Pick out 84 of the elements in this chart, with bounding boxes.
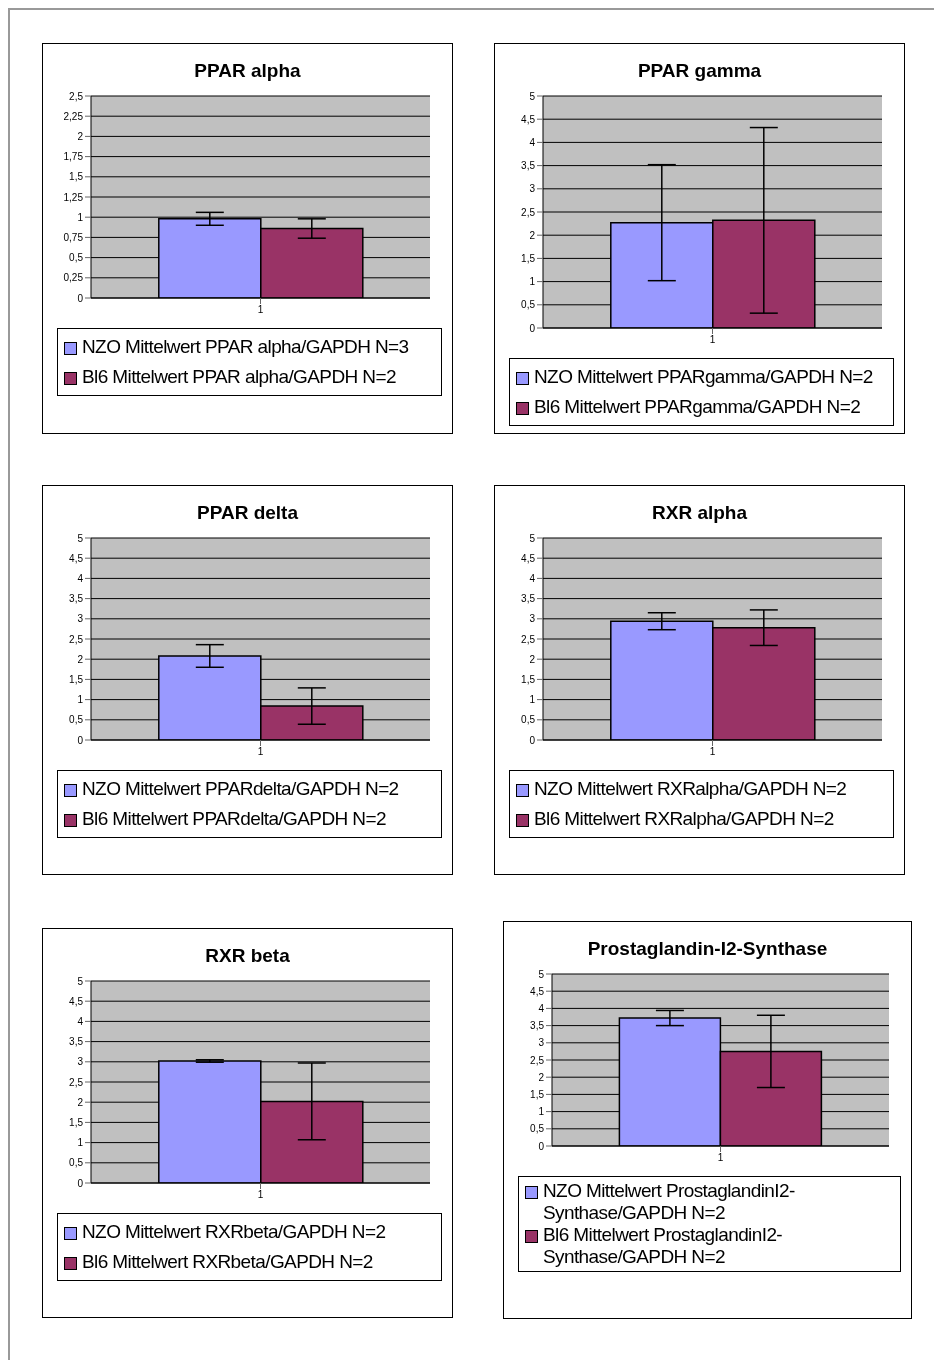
legend-label: Bl6 Mittelwert PPARdelta/GAPDH N=2 [82,807,386,831]
legend-label: NZO Mittelwert PPARgamma/GAPDH N=2 [534,365,873,389]
y-tick-label: 1 [77,1137,84,1149]
y-tick-label: 0,5 [521,299,536,311]
y-tick-label: 1 [529,694,536,706]
y-tick-label: 3,5 [521,593,536,605]
legend-label: NZO Mittelwert PPAR alpha/GAPDH N=3 [82,335,409,359]
legend-label: NZO Mittelwert RXRbeta/GAPDH N=2 [82,1220,386,1244]
y-tick-label: 2 [529,653,536,665]
y-tick-label: 4,5 [521,552,536,564]
chart-title: RXR alpha [651,502,748,524]
y-tick-label: 4 [77,572,84,584]
y-tick-label: 3,5 [69,1036,84,1048]
y-tick-label: 0,5 [69,714,84,726]
y-tick-label: 3,5 [69,593,84,605]
y-tick-label: 2 [529,229,536,241]
y-tick-label: 1,5 [69,1116,84,1128]
y-tick-label: 4 [77,1015,84,1027]
y-tick-label: 2 [77,1096,84,1108]
y-tick-label: 0,5 [69,1157,84,1169]
y-tick-label: 0 [77,1177,84,1189]
y-tick-label: 4 [529,136,536,148]
legend-label: NZO Mittelwert RXRalpha/GAPDH N=2 [534,777,847,801]
y-tick-label: 1,5 [521,673,536,685]
y-tick-label: 3,5 [530,1020,545,1032]
chart-title: Prostaglandin-I2-Synthase [586,938,829,960]
y-tick-label: 1 [538,1106,545,1118]
y-tick-label: 2,5 [530,1054,545,1066]
legend-label: Bl6 Mittelwert PPARgamma/GAPDH N=2 [534,395,861,419]
y-tick-label: 0 [77,292,84,304]
y-tick-label: 0 [77,734,84,746]
legend-label: Bl6 Mittelwert PPAR alpha/GAPDH N=2 [82,365,396,389]
y-tick-label: 2,5 [69,90,84,102]
y-tick-label: 0,75 [63,231,84,243]
y-tick-label: 4 [529,572,536,584]
y-tick-label: 4 [538,1002,545,1014]
y-tick-label: 1,5 [521,252,536,264]
y-tick-label: 0,25 [63,272,84,284]
y-tick-label: 2 [538,1071,545,1083]
y-tick-label: 5 [77,532,84,544]
y-tick-label: 2 [77,130,84,142]
y-tick-label: 1,75 [63,151,84,163]
y-tick-label: 2,5 [521,206,536,218]
y-tick-label: 1,25 [63,191,84,203]
y-tick-label: 1 [77,211,84,223]
y-tick-label: 3 [77,1056,84,1068]
y-tick-label: 1 [77,694,84,706]
y-tick-label: 0 [538,1140,545,1152]
y-tick-label: 2,25 [63,110,84,122]
y-tick-label: 4,5 [69,552,84,564]
legend-label: Bl6 Mittelwert ProstaglandinI2-Synthase/GAPDH N=2 [543,1224,784,1268]
y-tick-label: 4,5 [69,995,84,1007]
y-tick-label: 2,5 [521,633,536,645]
chart-title: RXR beta [204,945,291,967]
y-tick-label: 1,5 [69,171,84,183]
y-tick-label: 0,5 [521,714,536,726]
y-tick-label: 0,5 [69,252,84,264]
y-tick-label: 0 [529,322,536,334]
y-tick-label: 1 [529,276,536,288]
y-tick-label: 3 [529,613,536,625]
y-tick-label: 1,5 [530,1088,545,1100]
y-tick-label: 2,5 [69,1076,84,1088]
y-tick-label: 0 [529,734,536,746]
y-tick-label: 4,5 [530,985,545,997]
y-tick-label: 3 [529,183,536,195]
y-tick-label: 5 [529,532,536,544]
y-tick-label: 5 [538,968,545,980]
y-tick-label: 3,5 [521,160,536,172]
y-tick-label: 2 [77,653,84,665]
y-tick-label: 5 [77,975,84,987]
y-tick-label: 1,5 [69,673,84,685]
y-tick-label: 5 [529,90,536,102]
chart-title: PPAR alpha [193,60,302,82]
y-tick-label: 4,5 [521,113,536,125]
legend-label: Bl6 Mittelwert RXRalpha/GAPDH N=2 [534,807,834,831]
y-tick-label: 3 [77,613,84,625]
legend-label: Bl6 Mittelwert RXRbeta/GAPDH N=2 [82,1250,373,1274]
chart-title: PPAR gamma [636,60,763,82]
y-tick-label: 2,5 [69,633,84,645]
legend-label: NZO Mittelwert PPARdelta/GAPDH N=2 [82,777,399,801]
y-tick-label: 0,5 [530,1123,545,1135]
legend-label: NZO Mittelwert ProstaglandinI2-Synthase/GAPDH N=2 [543,1180,796,1224]
y-tick-label: 3 [538,1037,545,1049]
chart-title: PPAR delta [196,502,299,524]
